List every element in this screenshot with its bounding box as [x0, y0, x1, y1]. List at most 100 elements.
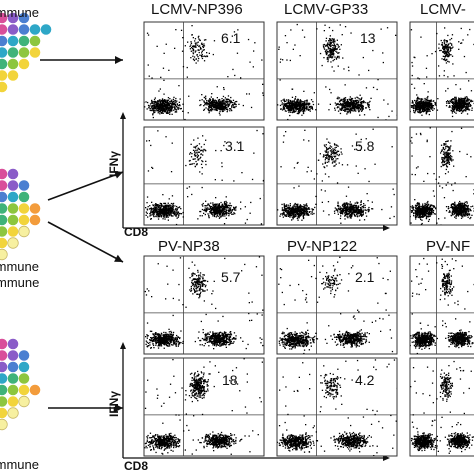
panel-bottom-r1-c1-events — [144, 256, 264, 350]
cell-dot — [7, 180, 19, 191]
panel-top-r2-c3-events — [410, 127, 474, 225]
column-header-bottom-1: PV-NP38 — [158, 238, 220, 255]
cell-dot — [18, 395, 30, 408]
group-label-bottom: Immune — [0, 457, 39, 472]
cell-dot — [7, 350, 19, 361]
panel-bottom-r2-c3-events — [410, 360, 474, 454]
panel-top-r2-c1-events — [144, 129, 264, 225]
percentage-pv-np38-row2: 18 — [222, 372, 238, 388]
cell-dot — [29, 47, 41, 58]
cell-dot — [0, 237, 8, 249]
cell-dot — [0, 81, 8, 93]
percentage-pv-np38-row1: 5.7 — [221, 269, 241, 285]
axes-top-x-axis-head — [383, 225, 390, 231]
column-header-top-1: LCMV-NP396 — [151, 1, 243, 18]
cell-dot — [0, 12, 8, 24]
column-header-top-2: LCMV-GP33 — [284, 1, 369, 18]
cell-dot — [0, 168, 8, 180]
cell-dot — [0, 226, 8, 237]
cell-dot — [29, 214, 41, 226]
cell-dot — [0, 180, 8, 191]
cell-dot — [7, 214, 19, 226]
cell-dot — [18, 214, 30, 226]
cell-dot — [7, 12, 19, 24]
percentage-pv-np122-row1: 2.1 — [355, 269, 375, 285]
cell-dot — [18, 12, 30, 24]
cell-dot — [0, 350, 8, 361]
panel-bottom-r1-c2-events — [278, 256, 394, 354]
cell-dot — [0, 396, 8, 407]
cell-dot — [18, 384, 30, 396]
cell-dot — [18, 203, 30, 214]
cell-dot — [0, 47, 8, 58]
cell-dot — [40, 24, 52, 35]
cell-pyramid-3 — [0, 338, 41, 431]
panel-top-r1-c3-events — [410, 27, 474, 118]
cell-dot — [7, 384, 19, 396]
cell-dot — [7, 237, 19, 249]
cell-dot — [0, 35, 8, 47]
cell-dot — [29, 384, 41, 396]
y-axis-label-bottom: IFNγ — [107, 390, 121, 417]
cell-dot — [7, 373, 19, 384]
cell-dot — [0, 58, 8, 70]
panel-top-r1-c1-events — [144, 25, 264, 120]
cell-dot — [0, 191, 8, 203]
cell-dot — [0, 214, 8, 226]
cell-dot — [29, 24, 41, 35]
arrow-middle-up-head — [114, 171, 123, 179]
cell-dot — [18, 35, 30, 47]
cell-pyramid-1 — [0, 12, 52, 93]
cell-dot — [18, 373, 30, 384]
cell-dot — [0, 407, 8, 419]
group-label-middle-a: Immune — [0, 259, 39, 274]
cell-dot — [29, 35, 41, 47]
cell-pyramid-2 — [0, 168, 41, 261]
y-axis-label-top: IFNγ — [107, 150, 121, 177]
panel-bottom-r1-c3-events — [410, 257, 474, 354]
cell-dot — [29, 203, 41, 214]
percentage-lcmv-gp33-row1: 13 — [360, 30, 376, 46]
percentage-pv-np122-row2: 4.2 — [355, 372, 375, 388]
cell-dot — [7, 361, 19, 373]
percentage-lcmv-np396-row2: 3.1 — [225, 138, 245, 154]
cell-dot — [0, 418, 8, 431]
percentage-lcmv-np396-row1: 6.1 — [221, 30, 241, 46]
axes-bottom-y-axis-head — [120, 342, 126, 349]
cell-dot — [0, 248, 8, 261]
cell-dot — [7, 24, 19, 35]
cell-dot — [7, 168, 19, 180]
arrow-middle-up-shaft — [47, 171, 124, 201]
cell-dot — [7, 70, 19, 81]
arrow-middle-down-head — [114, 254, 123, 262]
axes-top-y-axis-head — [120, 112, 126, 119]
arrow-top-head — [115, 56, 123, 64]
panel-bottom-r2-c2-events — [277, 359, 397, 456]
panel-top-r1-c2-events — [277, 23, 397, 120]
cell-dot — [7, 396, 19, 407]
column-header-bottom-3: PV-NF — [426, 238, 471, 255]
cell-dot — [0, 24, 8, 35]
cell-dot — [0, 384, 8, 396]
cell-dot — [18, 225, 30, 238]
panel-bottom-r2-c1-events — [144, 358, 264, 456]
cell-dot — [7, 47, 19, 58]
cell-dot — [7, 338, 19, 350]
arrow-middle-down-shaft — [47, 221, 124, 263]
cell-dot — [7, 58, 19, 70]
group-label-middle-b: mmune — [0, 275, 40, 290]
arrow-bottom-head — [115, 404, 123, 412]
cell-dot — [0, 373, 8, 384]
cell-dot — [18, 180, 30, 191]
column-header-bottom-2: PV-NP122 — [287, 238, 358, 255]
cell-dot — [7, 191, 19, 203]
cell-dot — [7, 407, 19, 419]
percentage-lcmv-gp33-row2: 5.8 — [355, 138, 375, 154]
cell-dot — [7, 203, 19, 214]
cell-dot — [0, 338, 8, 350]
cell-dot — [18, 58, 30, 70]
cell-dot — [18, 47, 30, 58]
cell-dot — [7, 226, 19, 237]
